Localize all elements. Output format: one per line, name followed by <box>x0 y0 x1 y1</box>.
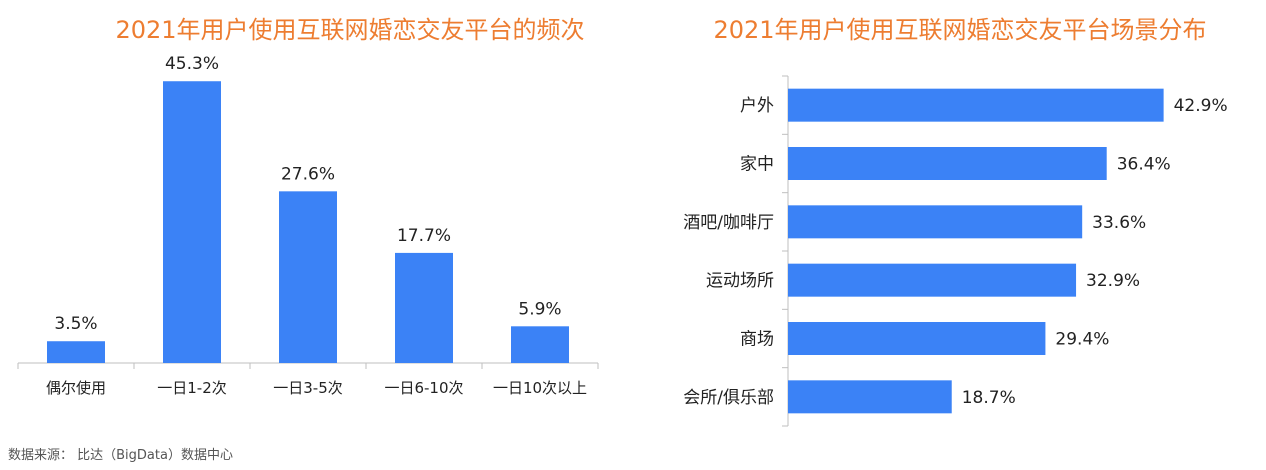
data-label: 36.4% <box>1117 155 1171 175</box>
bar <box>511 326 569 363</box>
bar <box>788 88 1164 122</box>
y-tick-label: 商场 <box>740 330 774 350</box>
x-tick-label: 偶尔使用 <box>46 379 106 397</box>
data-label: 33.6% <box>1092 213 1146 233</box>
bar <box>788 380 952 414</box>
bar <box>47 341 105 363</box>
bar <box>788 205 1083 239</box>
data-label: 42.9% <box>1174 96 1228 116</box>
frequency-bar-chart: 3.5% 偶尔使用 45.3% 一日1-2次 27.6% 一日3-5次 17.7% 一日6-1… <box>17 54 599 397</box>
y-tick-label: 酒吧/咖啡厅 <box>683 213 774 233</box>
source-note: 数据来源： 比达（BigData）数据中心 <box>8 448 233 463</box>
y-tick-label: 运动场所 <box>706 271 774 291</box>
bar <box>788 147 1107 180</box>
data-label: 17.7% <box>397 226 451 246</box>
data-label: 27.6% <box>281 164 335 184</box>
bar <box>788 263 1077 297</box>
data-label: 32.9% <box>1086 271 1140 291</box>
bar <box>163 81 221 363</box>
scenario-bar-chart: 42.9% 户外 36.4% 家中 33.6% 酒吧/咖啡厅 32.9% 运动场所 29.4% 商… <box>683 75 1228 427</box>
x-tick-label: 一日1-2次 <box>157 379 227 397</box>
y-tick-label: 户外 <box>740 96 774 116</box>
data-label: 18.7% <box>962 388 1016 408</box>
right-chart-title: 2021年用户使用互联网婚恋交友平台场景分布 <box>713 16 1207 44</box>
x-tick-label: 一日10次以上 <box>493 379 587 397</box>
left-chart-title: 2021年用户使用互联网婚恋交友平台的频次 <box>115 16 585 44</box>
data-label: 45.3% <box>165 54 219 74</box>
y-tick-label: 会所/俱乐部 <box>683 388 774 408</box>
data-label: 3.5% <box>54 314 97 334</box>
bar <box>279 191 337 363</box>
x-tick-label: 一日6-10次 <box>384 379 463 397</box>
bar <box>788 322 1046 355</box>
x-tick-label: 一日3-5次 <box>273 379 343 397</box>
bar <box>395 252 453 363</box>
data-label: 5.9% <box>518 299 561 319</box>
data-label: 29.4% <box>1055 330 1109 350</box>
y-tick-label: 家中 <box>740 155 774 175</box>
